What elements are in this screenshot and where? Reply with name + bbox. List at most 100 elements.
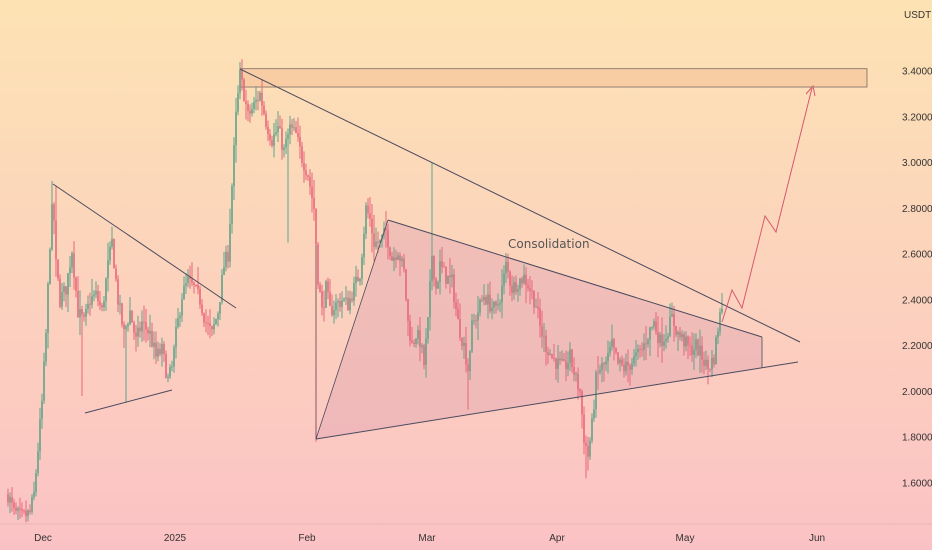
- candle-body: [239, 69, 241, 94]
- candle-body: [241, 69, 243, 80]
- candle-body: [211, 326, 213, 330]
- candle-body: [335, 302, 337, 311]
- candle-body: [635, 352, 637, 357]
- candle-body: [621, 359, 623, 365]
- candle-body: [215, 319, 217, 325]
- candle-body: [691, 345, 693, 356]
- candle-body: [313, 197, 315, 209]
- candle-body: [379, 239, 381, 243]
- candle-body: [345, 297, 347, 299]
- candle-body: [121, 303, 123, 325]
- candle-body: [171, 366, 173, 368]
- candle-body: [209, 323, 211, 327]
- candle-body: [107, 260, 109, 279]
- candle-body: [217, 313, 219, 320]
- candle-body: [75, 277, 77, 291]
- candle-body: [615, 347, 617, 353]
- candle-body: [61, 292, 63, 307]
- candle-body: [631, 363, 633, 370]
- time-tick-label: Feb: [298, 533, 316, 544]
- candle-body: [449, 275, 451, 277]
- candle-body: [327, 281, 329, 293]
- triangle-left-edge[interactable]: [315, 219, 389, 440]
- candles-group: [7, 59, 723, 523]
- candle-body: [221, 274, 223, 303]
- candle-body: [469, 351, 471, 372]
- candle-body: [627, 362, 629, 366]
- candle-body: [315, 208, 317, 245]
- dec-wedge-upper-line[interactable]: [52, 183, 237, 309]
- candle-body: [603, 363, 605, 365]
- candle-body: [91, 296, 93, 305]
- price-tick-label: 1.6000: [902, 479, 932, 490]
- projection-path[interactable]: [721, 87, 813, 323]
- candle-body: [695, 339, 697, 350]
- candle-body: [633, 356, 635, 364]
- candle-body: [453, 274, 455, 303]
- time-tick-label: Dec: [34, 533, 52, 544]
- dec-wedge-lower-line[interactable]: [84, 389, 173, 414]
- candle-body: [253, 102, 255, 109]
- candle-body: [617, 352, 619, 364]
- candle-body: [225, 251, 227, 268]
- candle-body: [37, 451, 39, 474]
- main-ascending-trendline[interactable]: [315, 361, 799, 440]
- candle-body: [421, 345, 423, 348]
- candle-body: [359, 278, 361, 282]
- candle-body: [289, 124, 291, 135]
- consolidation-label: Consolidation: [508, 237, 590, 251]
- candle-body: [711, 357, 713, 370]
- candle-body: [159, 348, 161, 355]
- candle-body: [161, 343, 163, 355]
- candle-body: [337, 301, 339, 303]
- price-tick-label: 2.4000: [902, 295, 932, 306]
- candle-body: [33, 491, 35, 498]
- candle-body: [175, 326, 177, 348]
- candle-body: [519, 278, 521, 290]
- candle-body: [7, 494, 9, 503]
- candle-body: [397, 255, 399, 260]
- candle-body: [317, 244, 319, 285]
- candle-body: [511, 285, 513, 293]
- candle-body: [71, 253, 73, 268]
- candle-body: [231, 186, 233, 224]
- candle-body: [251, 108, 253, 114]
- price-tick-label: 3.2000: [902, 112, 932, 123]
- candle-body: [649, 327, 651, 340]
- candle-body: [485, 296, 487, 305]
- candle-body: [265, 113, 267, 127]
- candle-body: [155, 342, 157, 357]
- candle-body: [479, 299, 481, 313]
- candle-body: [505, 261, 507, 274]
- price-tick-label: 1.8000: [902, 433, 932, 444]
- candle-body: [391, 256, 393, 261]
- price-tick-label: 2.8000: [902, 204, 932, 215]
- triangle-top-edge[interactable]: [387, 219, 763, 338]
- candle-body: [447, 275, 449, 284]
- candle-body: [493, 301, 495, 308]
- candle-body: [139, 327, 141, 332]
- candle-body: [9, 496, 11, 503]
- resistance-zone[interactable]: [239, 68, 868, 88]
- candle-body: [665, 338, 667, 342]
- candle-body: [443, 266, 445, 268]
- candle-body: [331, 305, 333, 316]
- candle-body: [183, 285, 185, 300]
- main-descending-trendline[interactable]: [239, 68, 801, 343]
- candle-body: [637, 348, 639, 353]
- candle-body: [229, 223, 231, 262]
- candle-body: [581, 391, 583, 415]
- candle-body: [213, 324, 215, 330]
- candle-body: [111, 239, 113, 247]
- consolidation-triangle[interactable]: [316, 220, 762, 439]
- candle-body: [275, 132, 277, 135]
- candle-body: [527, 285, 529, 289]
- candle-body: [525, 274, 527, 286]
- candle-body: [605, 361, 607, 365]
- candle-body: [501, 285, 503, 303]
- candle-body: [23, 510, 25, 512]
- candle-body: [129, 310, 131, 325]
- candle-body: [99, 301, 101, 306]
